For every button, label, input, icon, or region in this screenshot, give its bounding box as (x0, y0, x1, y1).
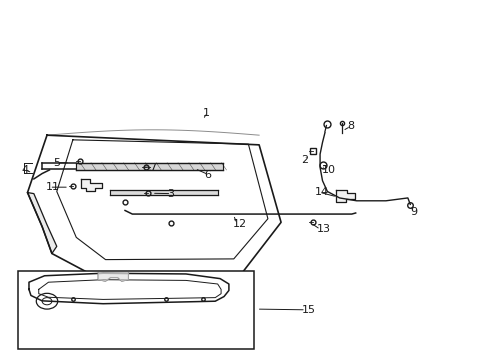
Text: 14: 14 (315, 187, 328, 197)
Text: 8: 8 (346, 121, 353, 131)
Text: 7: 7 (149, 163, 156, 173)
Text: 12: 12 (233, 219, 247, 229)
Bar (18, 271, 254, 348)
Text: 11: 11 (45, 182, 60, 192)
Text: 3: 3 (167, 189, 174, 199)
Polygon shape (335, 190, 354, 202)
Text: 4: 4 (21, 165, 28, 175)
Text: 5: 5 (53, 158, 60, 168)
Text: 2: 2 (301, 155, 308, 165)
Polygon shape (81, 179, 102, 191)
Text: 6: 6 (204, 170, 211, 180)
Polygon shape (98, 273, 128, 281)
Text: 9: 9 (409, 207, 417, 217)
Text: 1: 1 (203, 108, 210, 118)
Text: 13: 13 (316, 225, 330, 234)
Text: 15: 15 (302, 305, 315, 315)
Text: 10: 10 (321, 165, 335, 175)
Polygon shape (27, 193, 57, 253)
